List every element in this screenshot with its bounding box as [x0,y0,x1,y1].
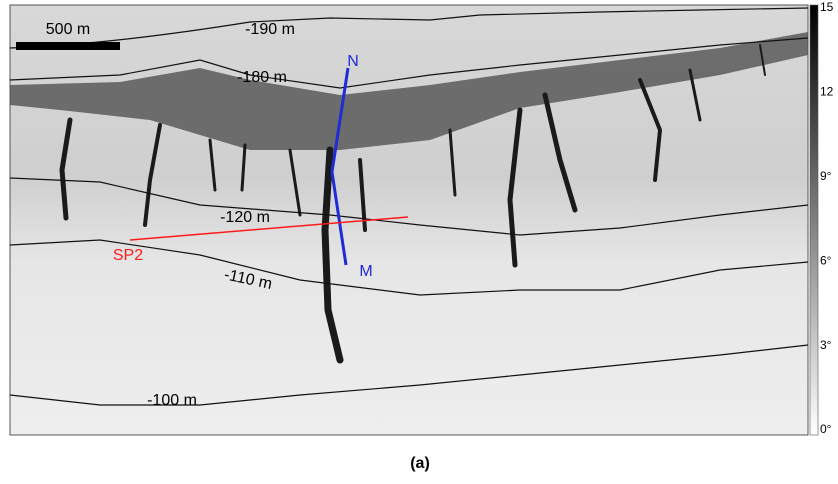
colorbar-label: 12 [820,85,834,99]
caption: (a) [410,455,430,472]
contour [9,177,809,236]
contour-label: -180 m [237,69,287,86]
colorbar-scale [809,4,819,436]
profile-line-blue [330,67,350,266]
map: 500 m -190 m -180 m -120 m -110 m -100 m… [9,4,809,436]
colorbar-label: 15 [820,0,834,14]
dark-slope [10,32,808,150]
profile-line-red [129,216,409,241]
colorbar-label: 3° [820,338,832,352]
profile-start: N [347,53,359,70]
gullies [59,44,766,364]
contour [9,344,809,406]
contour [9,37,809,89]
colorbar: 15 12 9° 6° 3° 0° [809,0,834,436]
profile-end: M [359,263,372,280]
colorbar-label: 9° [820,169,832,183]
contour-label: -190 m [245,21,295,38]
colorbar-label: 6° [820,253,832,267]
profile-label: SP2 [113,247,143,264]
contour-label: -120 m [220,209,270,226]
contour [9,239,809,296]
contour-label: -100 m [147,392,197,409]
colorbar-labels: 15 12 9° 6° 3° 0° [820,0,834,436]
scale-bar [16,42,120,50]
scale-label: 500 m [46,21,90,38]
colorbar-label: 0° [820,422,832,436]
